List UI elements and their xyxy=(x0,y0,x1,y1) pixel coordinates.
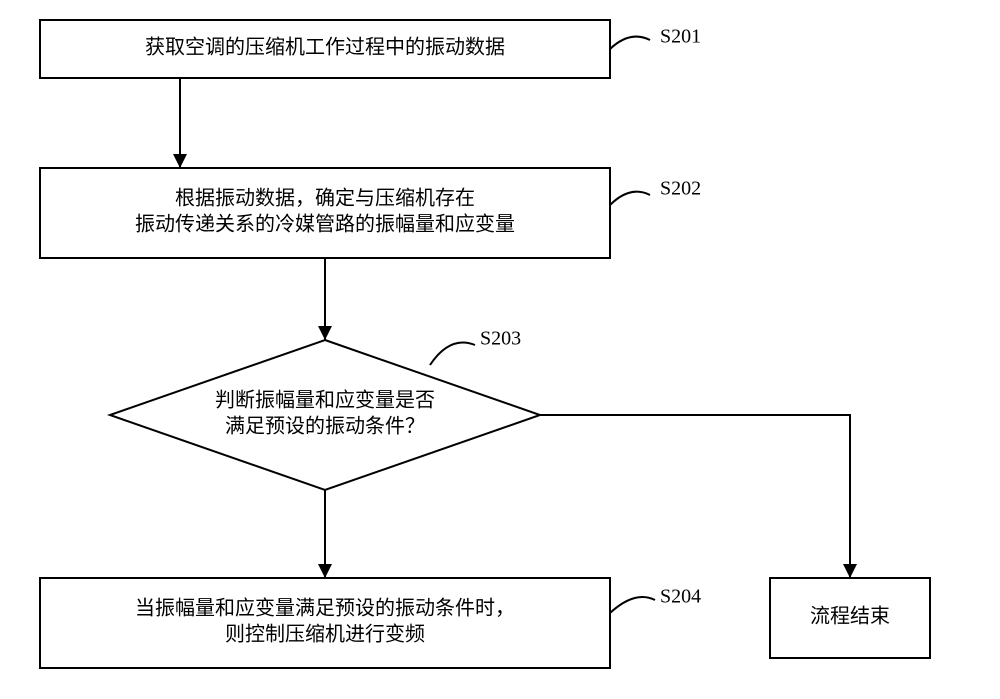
flow-node-text: 振动传递关系的冷媒管路的振幅量和应变量 xyxy=(135,213,515,236)
step-label: S203 xyxy=(480,328,521,350)
label-connector xyxy=(430,343,475,366)
label-connector xyxy=(610,597,655,613)
flow-node-text: 根据振动数据，确定与压缩机存在 xyxy=(175,187,475,210)
flow-node-text: 判断振幅量和应变量是否 xyxy=(215,389,435,412)
step-label: S202 xyxy=(660,178,701,200)
label-connector xyxy=(610,37,650,49)
step-label: S204 xyxy=(660,586,701,608)
flow-node-text: 当振幅量和应变量满足预设的振动条件时， xyxy=(135,597,515,620)
edge xyxy=(540,415,850,578)
flow-node-text: 满足预设的振动条件？ xyxy=(225,415,425,438)
flow-node-text: 则控制压缩机进行变频 xyxy=(225,623,425,646)
step-label: S201 xyxy=(660,26,701,48)
flow-node-text: 流程结束 xyxy=(810,605,890,628)
flow-node-text: 获取空调的压缩机工作过程中的振动数据 xyxy=(145,36,505,59)
label-connector xyxy=(610,192,650,205)
